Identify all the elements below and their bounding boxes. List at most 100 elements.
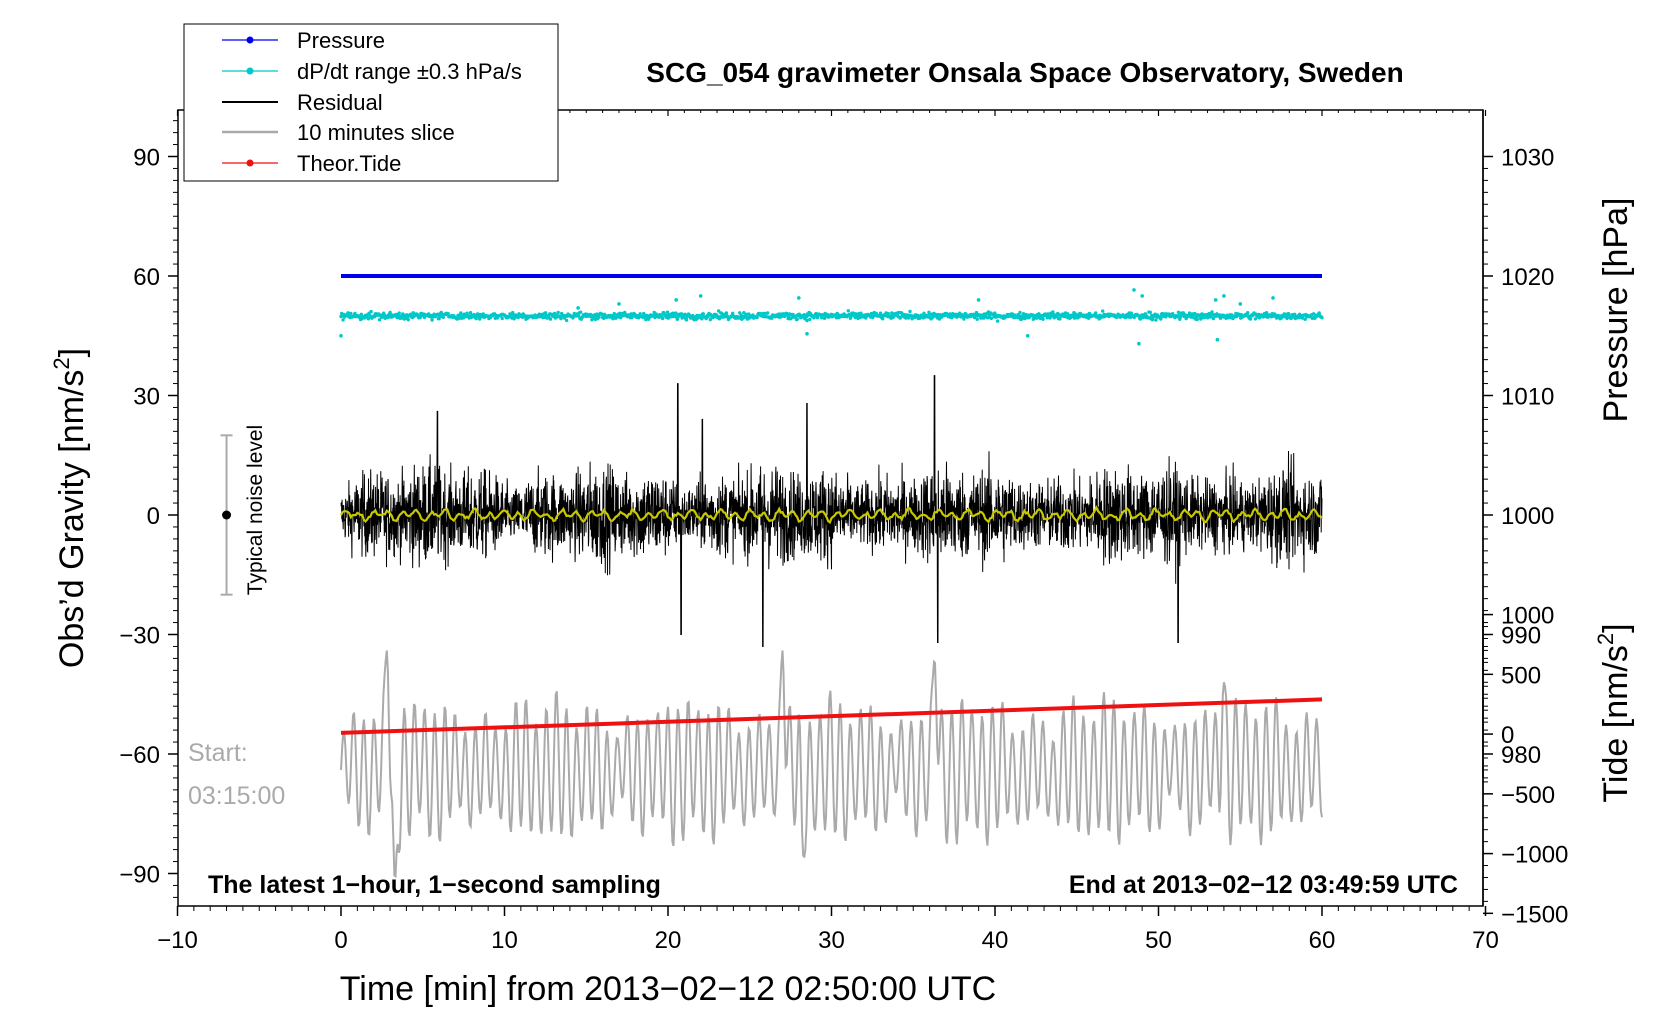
bottom-right-note: End at 2013−02−12 03:49:59 UTC bbox=[1069, 871, 1458, 899]
tide-tick-label: −1000 bbox=[1501, 842, 1568, 869]
dpdt-point bbox=[1195, 317, 1200, 322]
legend-entry-residual: Residual bbox=[222, 90, 383, 115]
dpdt-point bbox=[1178, 315, 1183, 319]
dpdt-point bbox=[653, 315, 657, 320]
left-tick-label: −30 bbox=[119, 623, 160, 650]
dpdt-outlier bbox=[674, 298, 678, 302]
dpdt-point bbox=[762, 311, 766, 316]
pressure-axis-label: Pressure [hPa] bbox=[1597, 198, 1635, 423]
dpdt-point bbox=[612, 311, 616, 316]
dpdt-point bbox=[1210, 310, 1214, 314]
x-tick-label: 70 bbox=[1472, 927, 1499, 954]
dpdt-point bbox=[597, 315, 601, 319]
left-tick-label: −60 bbox=[119, 742, 160, 769]
dpdt-point bbox=[576, 314, 581, 318]
dpdt-point bbox=[446, 312, 450, 316]
legend-entry-tide: Theor.Tide bbox=[222, 151, 401, 176]
dpdt-point bbox=[556, 310, 560, 315]
pressure-tick-label: 990 bbox=[1501, 623, 1541, 650]
dpdt-point bbox=[674, 311, 678, 315]
dpdt-point bbox=[430, 318, 434, 322]
x-tick-label: 30 bbox=[818, 927, 845, 954]
series-theoretical-tide bbox=[340, 697, 1323, 735]
dpdt-point bbox=[660, 316, 665, 321]
left-tick-label: 30 bbox=[133, 384, 160, 411]
dpdt-point bbox=[1148, 310, 1153, 314]
x-tick-label: 0 bbox=[334, 927, 347, 954]
dpdt-point bbox=[995, 319, 1000, 323]
dpdt-point bbox=[1159, 317, 1163, 321]
dpdt-point bbox=[701, 312, 705, 316]
dpdt-point bbox=[1285, 316, 1289, 321]
dpdt-point bbox=[974, 310, 979, 315]
tide-tick-label: 500 bbox=[1501, 662, 1541, 689]
dpdt-point bbox=[1101, 309, 1105, 313]
dpdt-outlier bbox=[698, 294, 703, 298]
dpdt-point bbox=[898, 316, 902, 320]
dpdt-point bbox=[1181, 311, 1186, 315]
series-residual-smoothed bbox=[340, 505, 1323, 524]
pressure-tick-label: 1010 bbox=[1501, 384, 1554, 411]
right-axes: 9809901000101010201030−1500−1000−5000500… bbox=[1482, 110, 1568, 928]
dpdt-point bbox=[500, 316, 504, 321]
dpdt-point bbox=[808, 317, 812, 322]
dpdt-point bbox=[418, 315, 422, 320]
dpdt-point bbox=[975, 317, 979, 321]
dpdt-point bbox=[1317, 311, 1321, 315]
annotations bbox=[220, 434, 233, 596]
start-time: 03:15:00 bbox=[188, 782, 285, 810]
left-tick-label: 90 bbox=[133, 145, 160, 172]
dpdt-outlier bbox=[797, 296, 801, 300]
dpdt-point bbox=[922, 311, 926, 315]
dpdt-point bbox=[548, 317, 553, 321]
dpdt-point bbox=[1206, 316, 1210, 320]
dpdt-point bbox=[724, 311, 729, 315]
dpdt-point bbox=[881, 317, 885, 321]
dpdt-outlier bbox=[617, 302, 621, 306]
left-tick-label: 0 bbox=[147, 503, 160, 530]
dpdt-point bbox=[559, 316, 563, 321]
noise-level-label: Typical noise level bbox=[244, 425, 267, 595]
dpdt-point bbox=[795, 317, 799, 321]
dpdt-outlier bbox=[1025, 334, 1030, 338]
x-tick-label: −10 bbox=[157, 927, 198, 954]
dpdt-outlier bbox=[976, 298, 981, 302]
dpdt-point bbox=[439, 310, 443, 315]
left-axis-label-main: Obs’d Gravity [nm/s bbox=[53, 370, 91, 669]
dpdt-outlier bbox=[576, 306, 580, 310]
dpdt-point bbox=[543, 311, 548, 315]
left-tick-label: 60 bbox=[133, 264, 160, 291]
bottom-left-note: The latest 1−hour, 1−second sampling bbox=[208, 871, 661, 899]
x-tick-label: 20 bbox=[655, 927, 682, 954]
x-tick-label: 40 bbox=[982, 927, 1009, 954]
legend-label-tide: Theor.Tide bbox=[297, 151, 401, 176]
dpdt-point bbox=[1058, 317, 1062, 321]
start-label: Start: bbox=[188, 739, 248, 767]
dpdt-point bbox=[1246, 311, 1250, 315]
x-tick-label: 50 bbox=[1145, 927, 1172, 954]
legend-entry-slice: 10 minutes slice bbox=[222, 120, 455, 145]
dpdt-point bbox=[683, 312, 687, 316]
dpdt-point bbox=[989, 316, 993, 321]
dpdt-point bbox=[1072, 316, 1077, 320]
dpdt-outlier bbox=[339, 334, 343, 338]
dpdt-point bbox=[349, 311, 353, 316]
dpdt-point bbox=[1200, 312, 1204, 316]
dpdt-outlier bbox=[1140, 294, 1144, 298]
dpdt-point bbox=[981, 316, 986, 320]
tide-tick-label: −500 bbox=[1501, 782, 1555, 809]
dpdt-point bbox=[1037, 312, 1041, 316]
dpdt-point bbox=[1041, 317, 1045, 321]
dpdt-point bbox=[1065, 312, 1070, 316]
dpdt-point bbox=[564, 318, 569, 323]
dpdt-point bbox=[341, 318, 345, 322]
tide-axis-label-sup: 2 bbox=[1593, 633, 1618, 645]
dpdt-point bbox=[846, 309, 850, 313]
series-residual bbox=[340, 375, 1323, 647]
tide-tick-label: 0 bbox=[1501, 722, 1514, 749]
left-tick-label: −90 bbox=[119, 862, 160, 889]
dpdt-point bbox=[397, 311, 401, 315]
dpdt-point bbox=[1287, 312, 1291, 317]
x-tick-label: 10 bbox=[491, 927, 518, 954]
